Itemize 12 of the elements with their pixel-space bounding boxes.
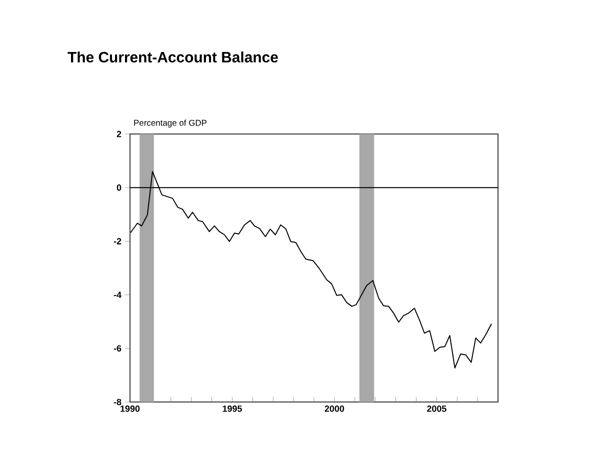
y-tick-label: -6 xyxy=(114,345,122,352)
x-tick-label: 1995 xyxy=(222,406,242,412)
y-axis-title: Percentage of GDP xyxy=(134,120,206,128)
y-tick-label: -2 xyxy=(114,238,122,244)
y-tick-label: 0 xyxy=(116,184,122,191)
x-tick-label: 1990 xyxy=(120,406,140,412)
x-tick-label: 2005 xyxy=(427,406,446,412)
chart-title: The Current-Account Balance xyxy=(68,52,278,62)
y-tick-label: 2 xyxy=(116,130,122,138)
y-tick-label: -4 xyxy=(114,292,122,298)
y-tick-label: -8 xyxy=(114,398,122,406)
x-tick-label: 2000 xyxy=(324,406,344,412)
